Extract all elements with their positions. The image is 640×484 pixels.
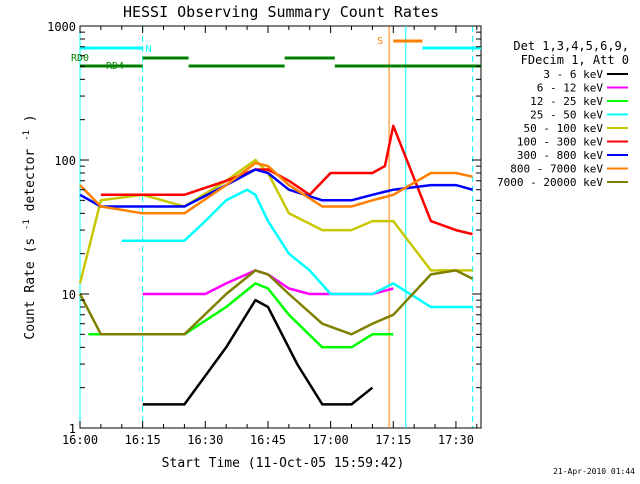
x-tick-label-0: 16:00 bbox=[62, 433, 98, 447]
y-tick-label-2: 100 bbox=[54, 154, 76, 168]
legend-header-line-1: Det 1,3,4,5,6,9, bbox=[513, 39, 629, 53]
housekeeping-layer: NSRD0RD4 bbox=[71, 26, 481, 428]
legend-label-6: 300 - 800 keV bbox=[517, 149, 603, 162]
x-tick-label-5: 17:15 bbox=[375, 433, 411, 447]
x-axis-label: Start Time (11-Oct-05 15:59:42) bbox=[162, 456, 405, 471]
y-axis-label-sup1: -1 bbox=[22, 219, 32, 230]
y-tick-label-0: 1 bbox=[69, 422, 76, 436]
y-axis-label: Count Rate (s -1 detector -1 ) bbox=[18, 114, 38, 339]
y-tick-label-1: 10 bbox=[62, 288, 76, 302]
x-tick-label-4: 17:00 bbox=[313, 433, 349, 447]
series-line-8 bbox=[78, 269, 474, 336]
rd0-label: RD0 bbox=[71, 53, 89, 64]
y-axis-label-main: Count Rate (s bbox=[23, 238, 38, 340]
legend-label-2: 12 - 25 keV bbox=[530, 95, 603, 108]
y-tick-label-3: 1000 bbox=[47, 20, 76, 34]
y-axis-label-end: ) bbox=[23, 114, 38, 122]
x-tick-label-3: 16:45 bbox=[250, 433, 286, 447]
x-tick-label-1: 16:15 bbox=[125, 433, 161, 447]
y-axis-label-mid: detector bbox=[23, 149, 38, 212]
legend-label-8: 7000 - 20000 keV bbox=[497, 176, 603, 189]
saa-label: S bbox=[377, 36, 383, 47]
series-line-6 bbox=[79, 168, 473, 208]
chart-title: HESSI Observing Summary Count Rates bbox=[123, 3, 439, 21]
legend-label-3: 25 - 50 keV bbox=[530, 109, 603, 122]
x-tick-label-2: 16:30 bbox=[187, 433, 223, 447]
legend-header-line-2: FDecim 1, Att 0 bbox=[521, 53, 629, 67]
night-label: N bbox=[146, 44, 152, 55]
series-line-0 bbox=[142, 298, 374, 406]
axes-layer: 16:00 16:15 16:30 16:45 17:00 17:15 17:30 1 10 10… bbox=[47, 20, 481, 447]
series-line-4 bbox=[78, 158, 473, 284]
legend-label-7: 800 - 7000 keV bbox=[510, 163, 603, 176]
series-line-5 bbox=[100, 124, 473, 236]
legend-label-5: 100 - 300 keV bbox=[517, 136, 603, 149]
legend-label-4: 50 - 100 keV bbox=[524, 122, 604, 135]
series-line-7 bbox=[79, 161, 473, 215]
x-tick-label-6: 17:30 bbox=[438, 433, 474, 447]
y-axis-label-sup2: -1 bbox=[22, 130, 32, 141]
series-layer bbox=[78, 124, 474, 406]
legend-label-1: 6 - 12 keV bbox=[537, 82, 604, 95]
footer-timestamp: 21-Apr-2010 01:44 bbox=[553, 467, 635, 476]
legend: Det 1,3,4,5,6,9, FDecim 1, Att 0 3 - 6 k… bbox=[497, 39, 629, 189]
legend-label-0: 3 - 6 keV bbox=[543, 68, 603, 81]
plot-frame bbox=[79, 25, 482, 429]
